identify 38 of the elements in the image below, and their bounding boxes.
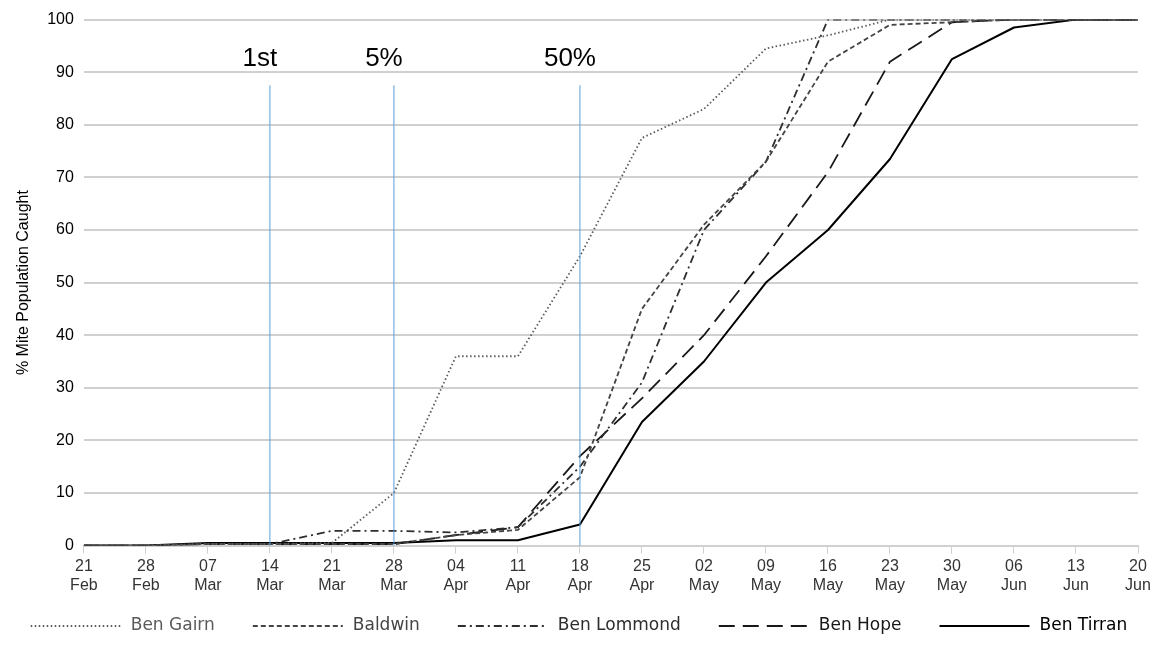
x-tick-label: 16 May (812, 556, 844, 593)
x-tick-label: 11 Apr (505, 556, 532, 593)
text: Ben Gairn (130, 614, 215, 635)
y-axis-title: % Mite Population Caught (14, 189, 32, 376)
y-tick-label: 100 (47, 10, 74, 28)
y-tick-label: 70 (56, 167, 74, 185)
text: Ben Lommond (557, 614, 681, 635)
x-tick-label: 20 Jun (1125, 556, 1151, 593)
x-tick-label: 21 Mar (318, 556, 347, 593)
ref-line-label: 5% (365, 41, 403, 72)
ref-line-label: 50% (543, 41, 596, 72)
x-tick-label: 21 Feb (70, 556, 98, 593)
x-tick-label: 02 May (688, 556, 720, 593)
x-tick-label: 18 Apr (567, 556, 594, 593)
y-tick-label: 90 (56, 62, 74, 80)
x-tick-label: 14 Mar (256, 556, 285, 593)
y-tick-label: 30 (56, 378, 74, 396)
x-tick-label: 09 May (750, 556, 782, 593)
x-tick-label: 13 Jun (1063, 556, 1089, 593)
text: Ben Hope (818, 614, 902, 635)
x-tick-label: 28 Mar (380, 556, 409, 593)
y-tick-label: 60 (56, 220, 74, 238)
y-tick-label: 10 (56, 483, 74, 501)
x-tick-label: 07 Mar (194, 556, 223, 593)
x-tick-label: 25 Apr (629, 556, 656, 593)
text: Baldwin (352, 614, 420, 635)
x-tick-label: 04 Apr (443, 556, 470, 593)
y-tick-label: 20 (56, 430, 74, 448)
text: Ben Tirran (1039, 614, 1128, 635)
y-tick-label: 50 (56, 273, 74, 291)
y-tick-label: 0 (64, 536, 74, 554)
y-tick-label: 40 (56, 325, 74, 343)
ref-line-label: 1st (242, 41, 279, 72)
x-tick-label: 30 May (936, 556, 968, 593)
x-tick-label: 28 Feb (132, 556, 160, 593)
x-tick-label: 23 May (874, 556, 906, 593)
x-tick-label: 06 Jun (1001, 556, 1027, 593)
y-tick-label: 80 (56, 115, 74, 133)
